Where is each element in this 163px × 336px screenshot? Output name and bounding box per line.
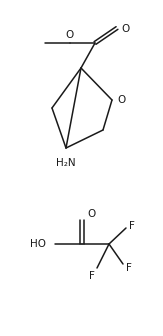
Text: O: O [121,24,129,34]
Text: O: O [66,30,74,40]
Text: F: F [126,263,132,273]
Text: F: F [129,221,135,231]
Text: O: O [117,95,125,105]
Text: F: F [89,271,95,281]
Text: H₂N: H₂N [56,158,76,168]
Text: HO: HO [30,239,46,249]
Text: O: O [88,209,96,219]
